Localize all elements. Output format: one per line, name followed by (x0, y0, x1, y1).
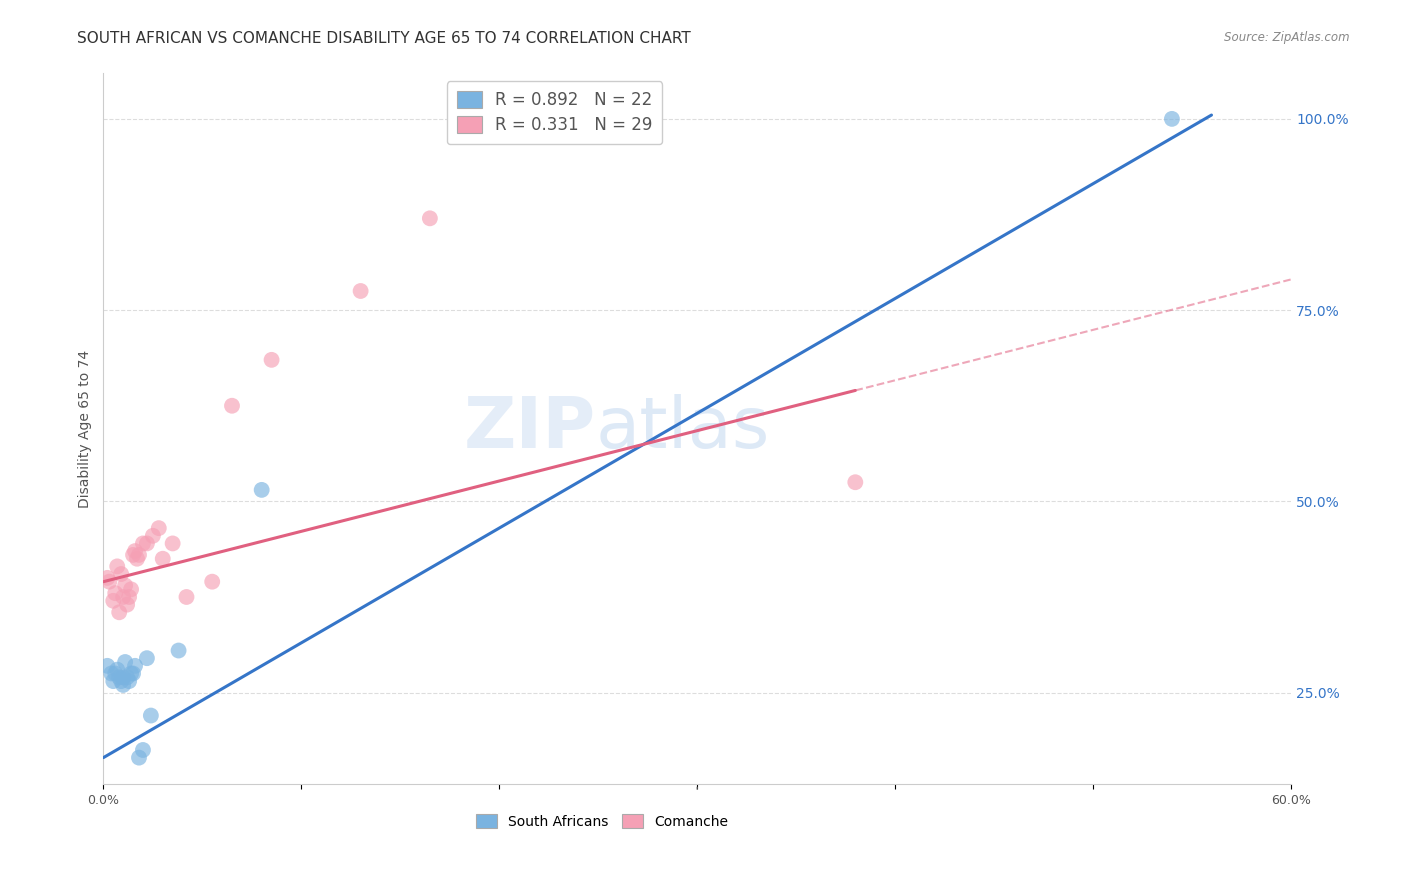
Point (162, 536, 184, 550)
Point (250, 483, 273, 497)
Point (108, 605, 131, 619)
Point (1161, 112, 1184, 126)
Point (118, 590, 141, 604)
Point (105, 559, 128, 574)
Point (112, 590, 135, 604)
Point (132, 536, 155, 550)
Text: atlas: atlas (596, 394, 770, 463)
Point (108, 670, 131, 684)
Point (128, 750, 150, 764)
Point (152, 551, 174, 566)
Point (104, 586, 127, 600)
Point (96, 571, 118, 585)
Point (115, 598, 138, 612)
Point (139, 708, 162, 723)
Point (118, 674, 141, 689)
Point (124, 658, 146, 673)
Point (125, 551, 148, 566)
Text: ZIP: ZIP (464, 394, 596, 463)
Point (260, 352, 283, 367)
Point (124, 544, 146, 558)
Point (103, 674, 125, 689)
Point (135, 536, 157, 550)
Point (167, 643, 190, 657)
Point (96, 658, 118, 673)
Point (98, 574, 121, 589)
Point (103, 594, 125, 608)
Y-axis label: Disability Age 65 to 74: Disability Age 65 to 74 (79, 350, 93, 508)
Point (120, 666, 142, 681)
Point (844, 475, 866, 490)
Point (148, 521, 170, 535)
Point (114, 655, 136, 669)
Point (349, 284, 371, 298)
Point (114, 578, 136, 592)
Point (128, 548, 150, 562)
Point (115, 670, 138, 684)
Legend: South Africans, Comanche: South Africans, Comanche (471, 808, 734, 834)
Point (221, 399, 243, 413)
Point (120, 582, 142, 597)
Point (132, 743, 155, 757)
Text: Source: ZipAtlas.com: Source: ZipAtlas.com (1225, 31, 1350, 45)
Point (142, 529, 165, 543)
Point (419, 211, 441, 226)
Point (112, 678, 135, 692)
Point (112, 670, 135, 684)
Point (122, 548, 145, 562)
Point (135, 651, 157, 665)
Point (110, 674, 132, 689)
Point (100, 666, 122, 681)
Point (201, 574, 224, 589)
Point (105, 663, 128, 677)
Point (104, 666, 127, 681)
Point (176, 590, 198, 604)
Text: SOUTH AFRICAN VS COMANCHE DISABILITY AGE 65 TO 74 CORRELATION CHART: SOUTH AFRICAN VS COMANCHE DISABILITY AGE… (77, 31, 692, 46)
Point (122, 666, 145, 681)
Point (110, 567, 132, 582)
